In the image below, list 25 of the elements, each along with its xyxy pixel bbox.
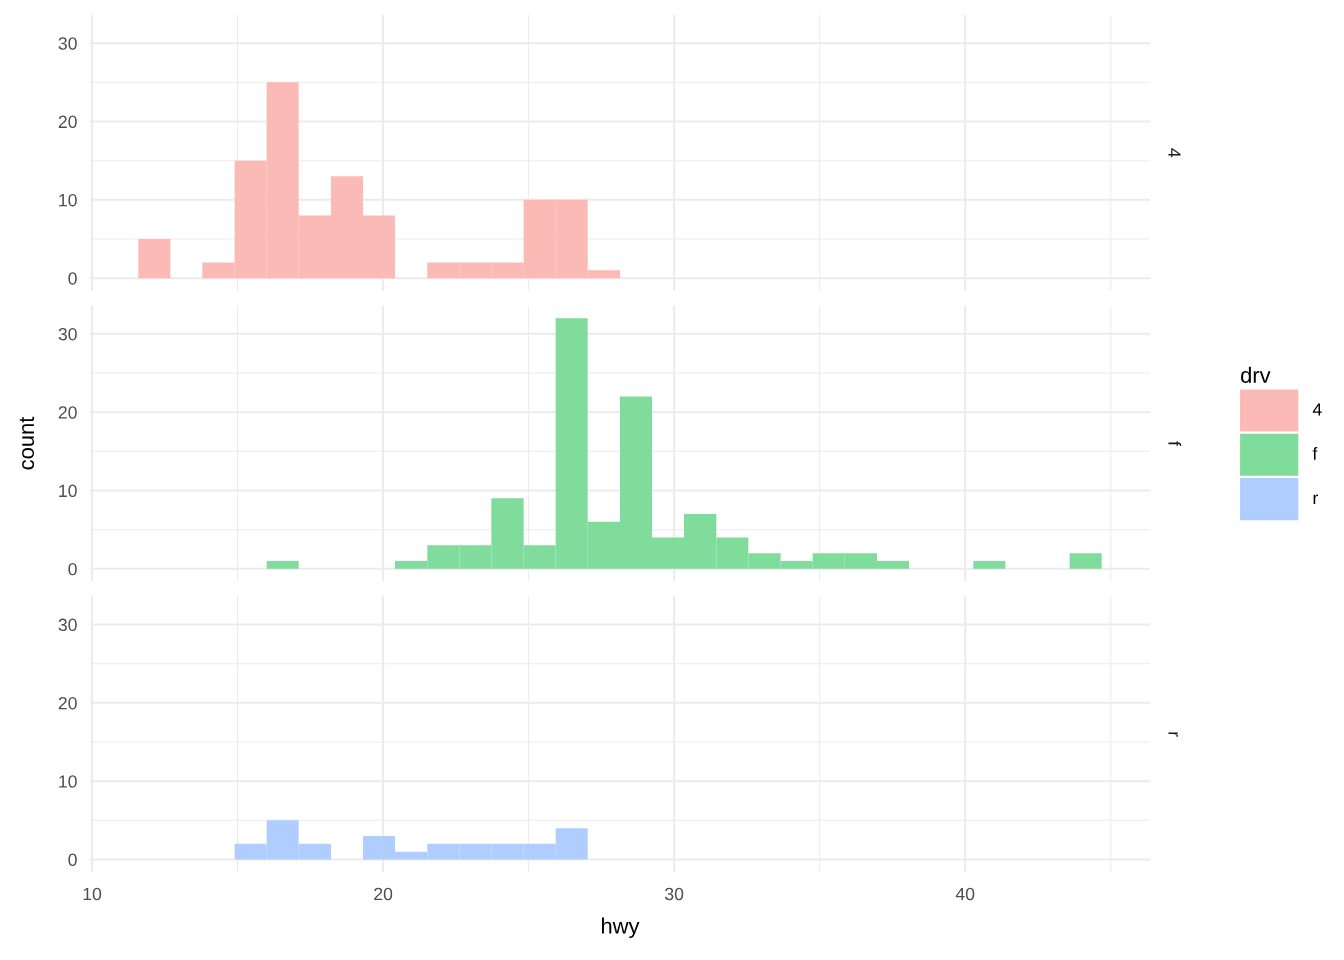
legend-title: drv (1241, 366, 1271, 383)
x-tick-label: 40 (955, 887, 975, 901)
legend-label: r (1313, 494, 1318, 505)
y-tick-label: 20 (58, 115, 77, 129)
x-axis-title: hwy (602, 917, 640, 939)
y-tick-label: 0 (68, 853, 77, 867)
x-tick-label: 10 (83, 887, 102, 901)
text: f (1168, 441, 1182, 446)
y-tick-label: 10 (59, 484, 77, 498)
y-tick-label: 30 (58, 37, 77, 50)
y-tick-label: 20 (58, 696, 77, 710)
x-tick-label: 20 (374, 887, 393, 901)
y-tick-label: 30 (58, 327, 77, 341)
y-tick-label: 20 (58, 406, 77, 419)
y-tick-label: 0 (68, 272, 77, 285)
text: 4 (1168, 148, 1181, 158)
text: r (1168, 732, 1178, 737)
y-tick-label: 0 (68, 562, 77, 576)
y-tick-label: 10 (59, 775, 77, 788)
y-axis-title: count (19, 416, 35, 470)
y-tick-label: 10 (59, 193, 77, 207)
legend-label: f (1312, 447, 1318, 460)
legend-label: 4 (1312, 403, 1322, 416)
x-tick-label: 30 (665, 887, 684, 901)
y-tick-label: 30 (58, 618, 77, 632)
